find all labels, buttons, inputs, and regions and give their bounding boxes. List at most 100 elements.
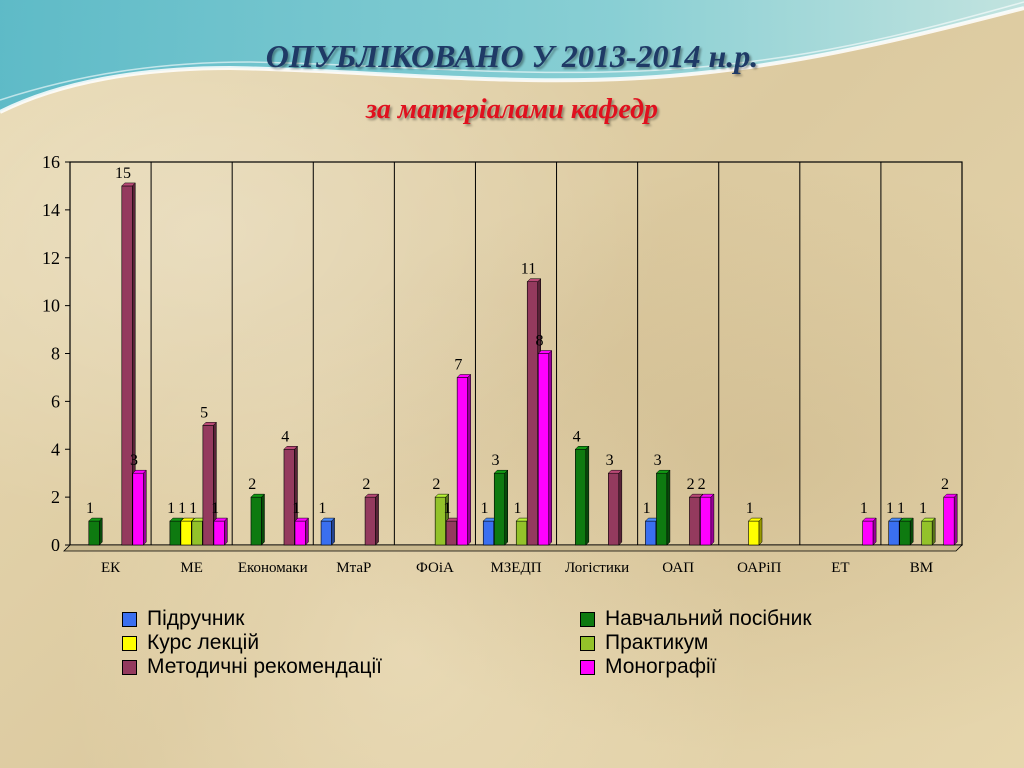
- bar-side: [99, 517, 103, 546]
- bar-side: [224, 517, 228, 546]
- bar-side: [931, 517, 936, 546]
- legend-item-study-guide: Навчальний посібник: [580, 607, 812, 631]
- legend-label-practicum: Практикум: [605, 631, 709, 654]
- bar-top: [364, 493, 380, 498]
- bar: [526, 281, 539, 546]
- x-tick-label: МтаР: [336, 560, 371, 576]
- legend-label-monographs: Монографії: [605, 655, 717, 678]
- legend-item-practicum: Практикум: [580, 631, 708, 655]
- bar-value-label: 1: [189, 500, 197, 517]
- legend-label-methodical-recommendations: Методичні рекомендації: [147, 655, 382, 678]
- x-tick-label: ОАРіП: [737, 560, 781, 576]
- bar-side: [331, 517, 335, 546]
- bar-value-label: 1: [443, 500, 451, 517]
- x-tick-label: ЕТ: [831, 560, 849, 576]
- bar-value-label: 1: [481, 500, 489, 517]
- bar: [169, 520, 181, 546]
- bar: [88, 520, 100, 546]
- y-tick-label: 16: [42, 152, 60, 172]
- bar-value-label: 1: [746, 500, 754, 517]
- bar-value-label: 1: [514, 500, 522, 517]
- bar: [320, 520, 332, 546]
- bar-value-label: 1: [886, 500, 894, 517]
- bar-value-label: 1: [318, 500, 326, 517]
- bar-value-label: 2: [687, 476, 695, 493]
- legend-item-methodical-recommendations: Методичні рекомендації: [122, 655, 382, 679]
- bar-value-label: 1: [897, 500, 905, 517]
- bar-value-label: 2: [248, 476, 256, 493]
- legend-swatch-textbook: [122, 611, 137, 627]
- bar-side: [710, 493, 715, 546]
- bar: [537, 353, 550, 546]
- bar-top: [250, 493, 266, 498]
- bar: [888, 520, 900, 546]
- legend-swatch-practicum: [580, 635, 595, 651]
- y-tick-label: 12: [42, 248, 60, 268]
- bar: [132, 472, 144, 546]
- legend-item-textbook: Підручник: [122, 607, 244, 631]
- legend-swatch-study-guide: [580, 611, 595, 627]
- bar-top: [862, 517, 877, 522]
- slide-subtitle: за матеріалами кафедр: [365, 94, 658, 125]
- legend-swatch-monographs: [580, 659, 595, 675]
- bar-top: [688, 493, 704, 498]
- legend-label-lecture-course: Курс лекцій: [147, 631, 260, 654]
- bar-top: [943, 493, 958, 498]
- bar: [456, 377, 468, 546]
- bar-value-label: 2: [432, 476, 440, 493]
- bar-value-label: 4: [281, 428, 289, 445]
- bar: [283, 448, 295, 546]
- bar: [445, 520, 457, 546]
- bar: [294, 520, 306, 546]
- legend-item-lecture-course: Курс лекцій: [122, 631, 259, 655]
- x-tick-label: ВМ: [910, 560, 933, 576]
- bar-top: [899, 517, 914, 522]
- bar-top: [283, 446, 299, 450]
- bar-top: [294, 517, 310, 522]
- y-tick-label: 2: [51, 487, 60, 507]
- bar: [250, 496, 262, 546]
- legend-swatch-lecture-course: [122, 635, 137, 651]
- y-tick-label: 4: [51, 439, 60, 459]
- bar-value-label: 1: [860, 500, 868, 517]
- x-tick-label: ЕК: [101, 560, 121, 576]
- bar: [656, 472, 668, 546]
- bar: [899, 520, 911, 546]
- bar-top: [526, 278, 542, 282]
- bar-top: [537, 350, 553, 354]
- legend-item-monographs: Монографії: [580, 655, 716, 679]
- slide-title: ОПУБЛІКОВАНО У 2013-2014 н.р.: [265, 38, 759, 74]
- bar-value-label: 1: [292, 500, 300, 517]
- x-tick-label: ФОіА: [416, 560, 454, 576]
- bar: [515, 520, 528, 546]
- bar-side: [585, 445, 590, 546]
- bar-side: [758, 517, 763, 546]
- bar-top: [434, 493, 450, 498]
- bar-side: [666, 469, 671, 546]
- bar: [364, 496, 376, 546]
- bar-side: [143, 469, 147, 546]
- y-tick-label: 10: [42, 296, 60, 316]
- bar-value-label: 2: [362, 476, 370, 493]
- x-tick-label: Економаки: [238, 560, 308, 576]
- bar-side: [261, 493, 265, 546]
- bar-value-label: 15: [115, 165, 131, 182]
- bar: [121, 185, 133, 546]
- bar-value-label: 2: [941, 476, 949, 493]
- bar: [748, 520, 760, 546]
- bar-top: [574, 446, 590, 450]
- bar-value-label: 5: [200, 404, 208, 421]
- bar: [180, 520, 192, 546]
- bar-value-label: 3: [130, 452, 138, 469]
- bar-top: [655, 469, 671, 474]
- bar-top: [888, 517, 903, 522]
- bar: [482, 520, 495, 546]
- bar-top: [699, 493, 715, 498]
- bar-value-label: 3: [606, 452, 614, 469]
- bar-top: [921, 517, 936, 522]
- bar-top: [747, 517, 763, 522]
- y-tick-label: 6: [51, 391, 60, 411]
- bar: [213, 520, 225, 546]
- bar-side: [375, 493, 379, 546]
